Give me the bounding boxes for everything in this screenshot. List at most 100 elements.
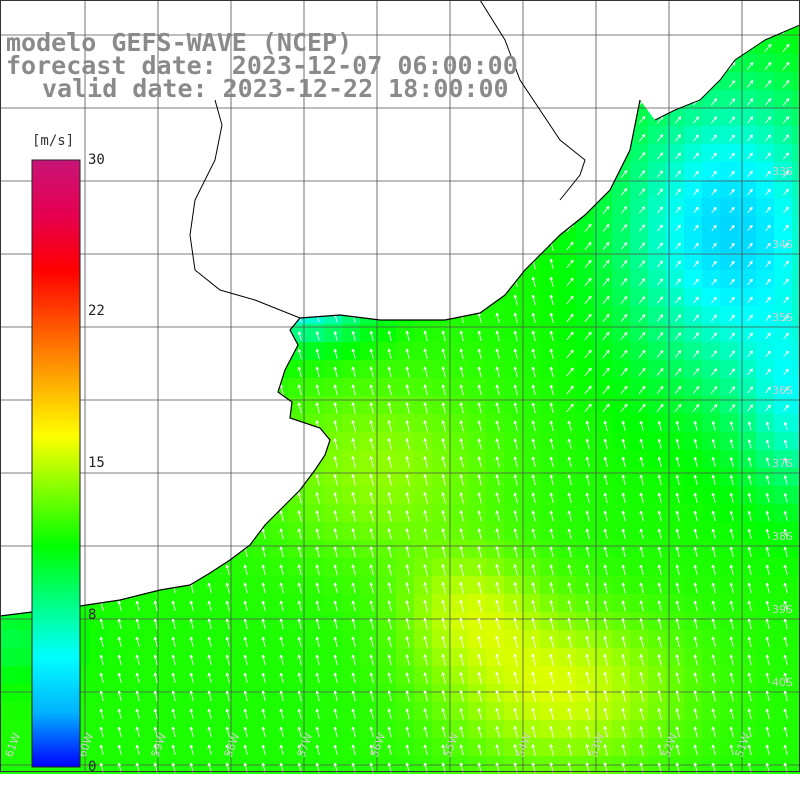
wind-arrow xyxy=(675,456,680,467)
wind-arrow xyxy=(657,170,664,178)
wind-arrow xyxy=(603,708,608,720)
speed-cell xyxy=(630,594,648,612)
wind-arrow xyxy=(638,224,646,232)
wind-arrow xyxy=(620,403,628,413)
wind-arrow xyxy=(674,386,682,394)
wind-arrow xyxy=(351,564,356,576)
speed-cell xyxy=(702,522,720,540)
speed-cell xyxy=(378,504,396,522)
speed-cell xyxy=(702,540,720,558)
speed-cell xyxy=(684,738,702,756)
wind-arrow xyxy=(423,636,428,648)
wind-arrow xyxy=(783,600,788,612)
speed-cell xyxy=(558,720,576,738)
wind-arrow xyxy=(657,546,662,558)
speed-cell xyxy=(144,702,162,720)
wind-arrow xyxy=(567,744,572,756)
speed-cell xyxy=(630,684,648,702)
speed-cell xyxy=(648,216,666,234)
speed-cell xyxy=(414,414,432,432)
wind-arrow xyxy=(620,188,628,196)
wind-arrow xyxy=(692,7,700,17)
speed-cell xyxy=(774,180,792,198)
speed-cell xyxy=(720,414,738,432)
speed-cell xyxy=(432,360,450,378)
speed-cell xyxy=(216,702,234,720)
wind-arrow xyxy=(602,260,610,268)
wind-arrow xyxy=(477,420,482,432)
wind-arrow xyxy=(297,349,302,359)
wind-arrow xyxy=(279,618,284,630)
speed-cell xyxy=(540,630,558,648)
wind-arrow xyxy=(549,744,554,756)
speed-cell xyxy=(756,720,774,738)
speed-cell xyxy=(702,234,720,252)
speed-cell xyxy=(486,414,504,432)
speed-cell xyxy=(360,666,378,684)
speed-cell xyxy=(684,648,702,666)
wind-arrow xyxy=(638,260,646,268)
speed-cell xyxy=(774,90,792,108)
speed-cell xyxy=(648,126,666,144)
speed-cell xyxy=(594,738,612,756)
wind-arrow xyxy=(765,690,770,702)
speed-cell xyxy=(792,666,800,684)
wind-arrow xyxy=(693,242,699,250)
speed-cell xyxy=(522,540,540,558)
speed-cell xyxy=(504,612,522,630)
speed-cell xyxy=(324,666,342,684)
wind-arrow xyxy=(584,367,592,377)
speed-cell xyxy=(720,720,738,738)
speed-cell xyxy=(414,540,432,558)
speed-cell xyxy=(666,234,684,252)
speed-cell xyxy=(558,684,576,702)
speed-cell xyxy=(216,684,234,702)
wind-arrow xyxy=(693,296,699,304)
speed-cell xyxy=(576,630,594,648)
speed-cell xyxy=(360,594,378,612)
speed-cell xyxy=(288,558,306,576)
speed-cell xyxy=(108,702,126,720)
speed-cell xyxy=(630,540,648,558)
wind-arrow xyxy=(315,636,320,648)
wind-arrow xyxy=(423,402,428,414)
speed-cell xyxy=(756,144,774,162)
wind-arrow xyxy=(387,528,392,540)
wind-arrow xyxy=(153,654,158,666)
wind-arrow xyxy=(711,224,717,231)
wind-arrow xyxy=(531,546,536,558)
wind-arrow xyxy=(549,707,554,720)
wind-arrow xyxy=(477,690,482,702)
speed-cell xyxy=(792,540,800,558)
wind-arrow xyxy=(657,708,662,720)
wind-arrow xyxy=(459,384,464,396)
axis-labels: 61W 60W 59W 58W 57W 56W 55W 54W 53W 52W 51W33S34S3… xyxy=(3,165,793,759)
wind-arrow xyxy=(495,726,500,738)
wind-arrow xyxy=(729,421,734,431)
speed-cell xyxy=(576,738,594,756)
wind-arrow xyxy=(656,368,664,376)
speed-cell xyxy=(522,396,540,414)
wind-arrow xyxy=(765,350,771,358)
wind-arrow xyxy=(477,564,482,576)
speed-cell xyxy=(792,396,800,414)
wind-arrow xyxy=(782,25,790,35)
speed-cell xyxy=(522,558,540,576)
speed-cell xyxy=(702,324,720,342)
speed-cell xyxy=(198,738,216,756)
speed-cell xyxy=(666,468,684,486)
wind-arrow xyxy=(566,367,574,377)
wind-arrow xyxy=(459,599,464,612)
speed-cell xyxy=(378,738,396,756)
wind-arrow xyxy=(333,384,338,396)
wind-arrow xyxy=(351,726,356,738)
wind-arrow xyxy=(315,582,320,594)
speed-cell xyxy=(468,738,486,756)
speed-cell xyxy=(288,648,306,666)
wind-arrow xyxy=(333,582,338,594)
wind-arrow xyxy=(225,708,230,720)
speed-cell xyxy=(720,468,738,486)
speed-cell xyxy=(792,342,800,360)
speed-cell xyxy=(396,324,414,342)
wind-arrow xyxy=(297,654,302,666)
